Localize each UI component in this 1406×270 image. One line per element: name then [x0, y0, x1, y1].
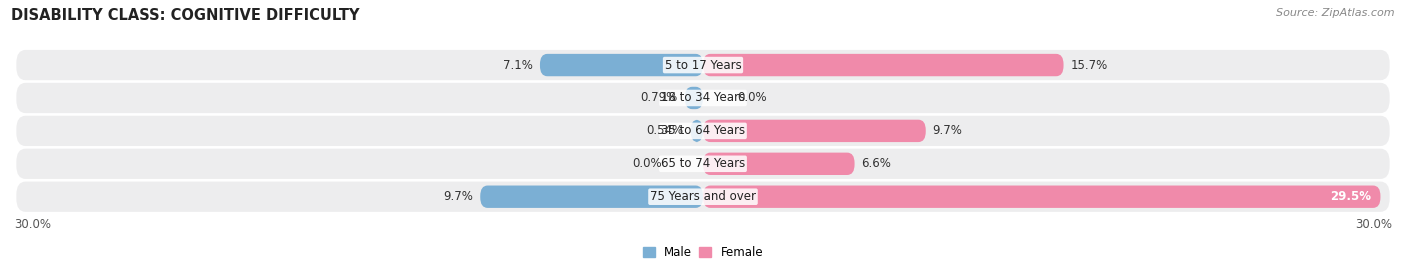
- FancyBboxPatch shape: [690, 120, 703, 142]
- FancyBboxPatch shape: [17, 116, 1389, 146]
- FancyBboxPatch shape: [703, 185, 1381, 208]
- Text: Source: ZipAtlas.com: Source: ZipAtlas.com: [1277, 8, 1395, 18]
- Text: 6.6%: 6.6%: [862, 157, 891, 170]
- Text: 0.54%: 0.54%: [647, 124, 683, 137]
- Text: 5 to 17 Years: 5 to 17 Years: [665, 59, 741, 72]
- FancyBboxPatch shape: [540, 54, 703, 76]
- Text: 29.5%: 29.5%: [1330, 190, 1371, 203]
- Text: 15.7%: 15.7%: [1070, 59, 1108, 72]
- Text: 9.7%: 9.7%: [932, 124, 963, 137]
- FancyBboxPatch shape: [481, 185, 703, 208]
- FancyBboxPatch shape: [685, 87, 703, 109]
- FancyBboxPatch shape: [17, 181, 1389, 212]
- Text: 30.0%: 30.0%: [14, 218, 51, 231]
- Text: 0.0%: 0.0%: [633, 157, 662, 170]
- Text: 7.1%: 7.1%: [503, 59, 533, 72]
- Text: 35 to 64 Years: 35 to 64 Years: [661, 124, 745, 137]
- Text: 9.7%: 9.7%: [443, 190, 474, 203]
- Legend: Male, Female: Male, Female: [643, 246, 763, 259]
- Text: 30.0%: 30.0%: [1355, 218, 1392, 231]
- Text: DISABILITY CLASS: COGNITIVE DIFFICULTY: DISABILITY CLASS: COGNITIVE DIFFICULTY: [11, 8, 360, 23]
- Text: 75 Years and over: 75 Years and over: [650, 190, 756, 203]
- FancyBboxPatch shape: [17, 149, 1389, 179]
- Text: 0.0%: 0.0%: [738, 92, 768, 104]
- FancyBboxPatch shape: [17, 83, 1389, 113]
- Text: 65 to 74 Years: 65 to 74 Years: [661, 157, 745, 170]
- FancyBboxPatch shape: [703, 54, 1063, 76]
- Text: 18 to 34 Years: 18 to 34 Years: [661, 92, 745, 104]
- FancyBboxPatch shape: [703, 153, 855, 175]
- Text: 0.79%: 0.79%: [641, 92, 678, 104]
- FancyBboxPatch shape: [703, 120, 925, 142]
- FancyBboxPatch shape: [17, 50, 1389, 80]
